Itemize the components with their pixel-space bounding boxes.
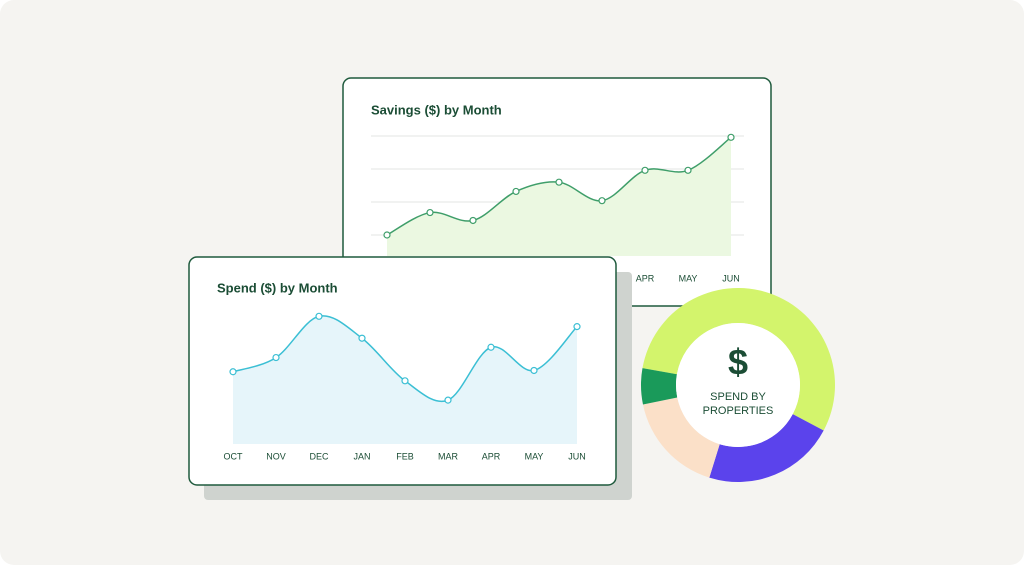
point bbox=[641, 166, 649, 174]
point bbox=[315, 312, 323, 320]
chart-title: Savings ($) by Month bbox=[371, 102, 502, 117]
point bbox=[229, 368, 237, 376]
donut-symbol: $ bbox=[728, 342, 748, 383]
point bbox=[684, 166, 692, 174]
x-tick-label: JAN bbox=[353, 451, 370, 461]
x-tick-label: DEC bbox=[309, 451, 329, 461]
point bbox=[573, 323, 581, 331]
point bbox=[469, 216, 477, 225]
area bbox=[387, 137, 731, 256]
savings-card: Savings ($) by Month APR MAY JUN bbox=[342, 77, 772, 307]
spend-card: Spend ($) by Month OCT NOV DEC JAN FEB MAR APR… bbox=[188, 256, 632, 500]
x-tick-label: APR bbox=[482, 451, 501, 461]
x-tick-label: OCT bbox=[224, 451, 244, 461]
point bbox=[727, 133, 735, 141]
point bbox=[444, 396, 452, 404]
point bbox=[555, 178, 563, 186]
point bbox=[530, 366, 538, 375]
x-tick-label: JUN bbox=[722, 273, 740, 283]
donut-segment bbox=[642, 287, 835, 431]
point bbox=[358, 334, 366, 342]
x-tick-label: APR bbox=[636, 273, 655, 283]
chart-title: Spend ($) by Month bbox=[217, 280, 338, 295]
x-tick-label: NOV bbox=[266, 451, 286, 461]
x-tick-label: JUN bbox=[568, 451, 586, 461]
point bbox=[401, 377, 409, 385]
donut-segment bbox=[640, 368, 678, 405]
point bbox=[512, 187, 520, 196]
donut-center-label: SPEND BY PROPERTIES bbox=[702, 391, 774, 417]
donut-segment bbox=[642, 397, 720, 478]
point bbox=[598, 197, 606, 205]
point bbox=[426, 208, 434, 217]
point bbox=[487, 343, 495, 351]
x-tick-label: FEB bbox=[396, 451, 414, 461]
donut-segment bbox=[709, 414, 824, 482]
donut-chart: $ bbox=[640, 287, 835, 482]
x-tick-label: MAR bbox=[438, 451, 459, 461]
donut-hole bbox=[676, 323, 800, 447]
point bbox=[272, 353, 280, 362]
point bbox=[383, 231, 391, 239]
x-tick-label: MAY bbox=[679, 273, 698, 283]
x-tick-label: MAY bbox=[525, 451, 544, 461]
